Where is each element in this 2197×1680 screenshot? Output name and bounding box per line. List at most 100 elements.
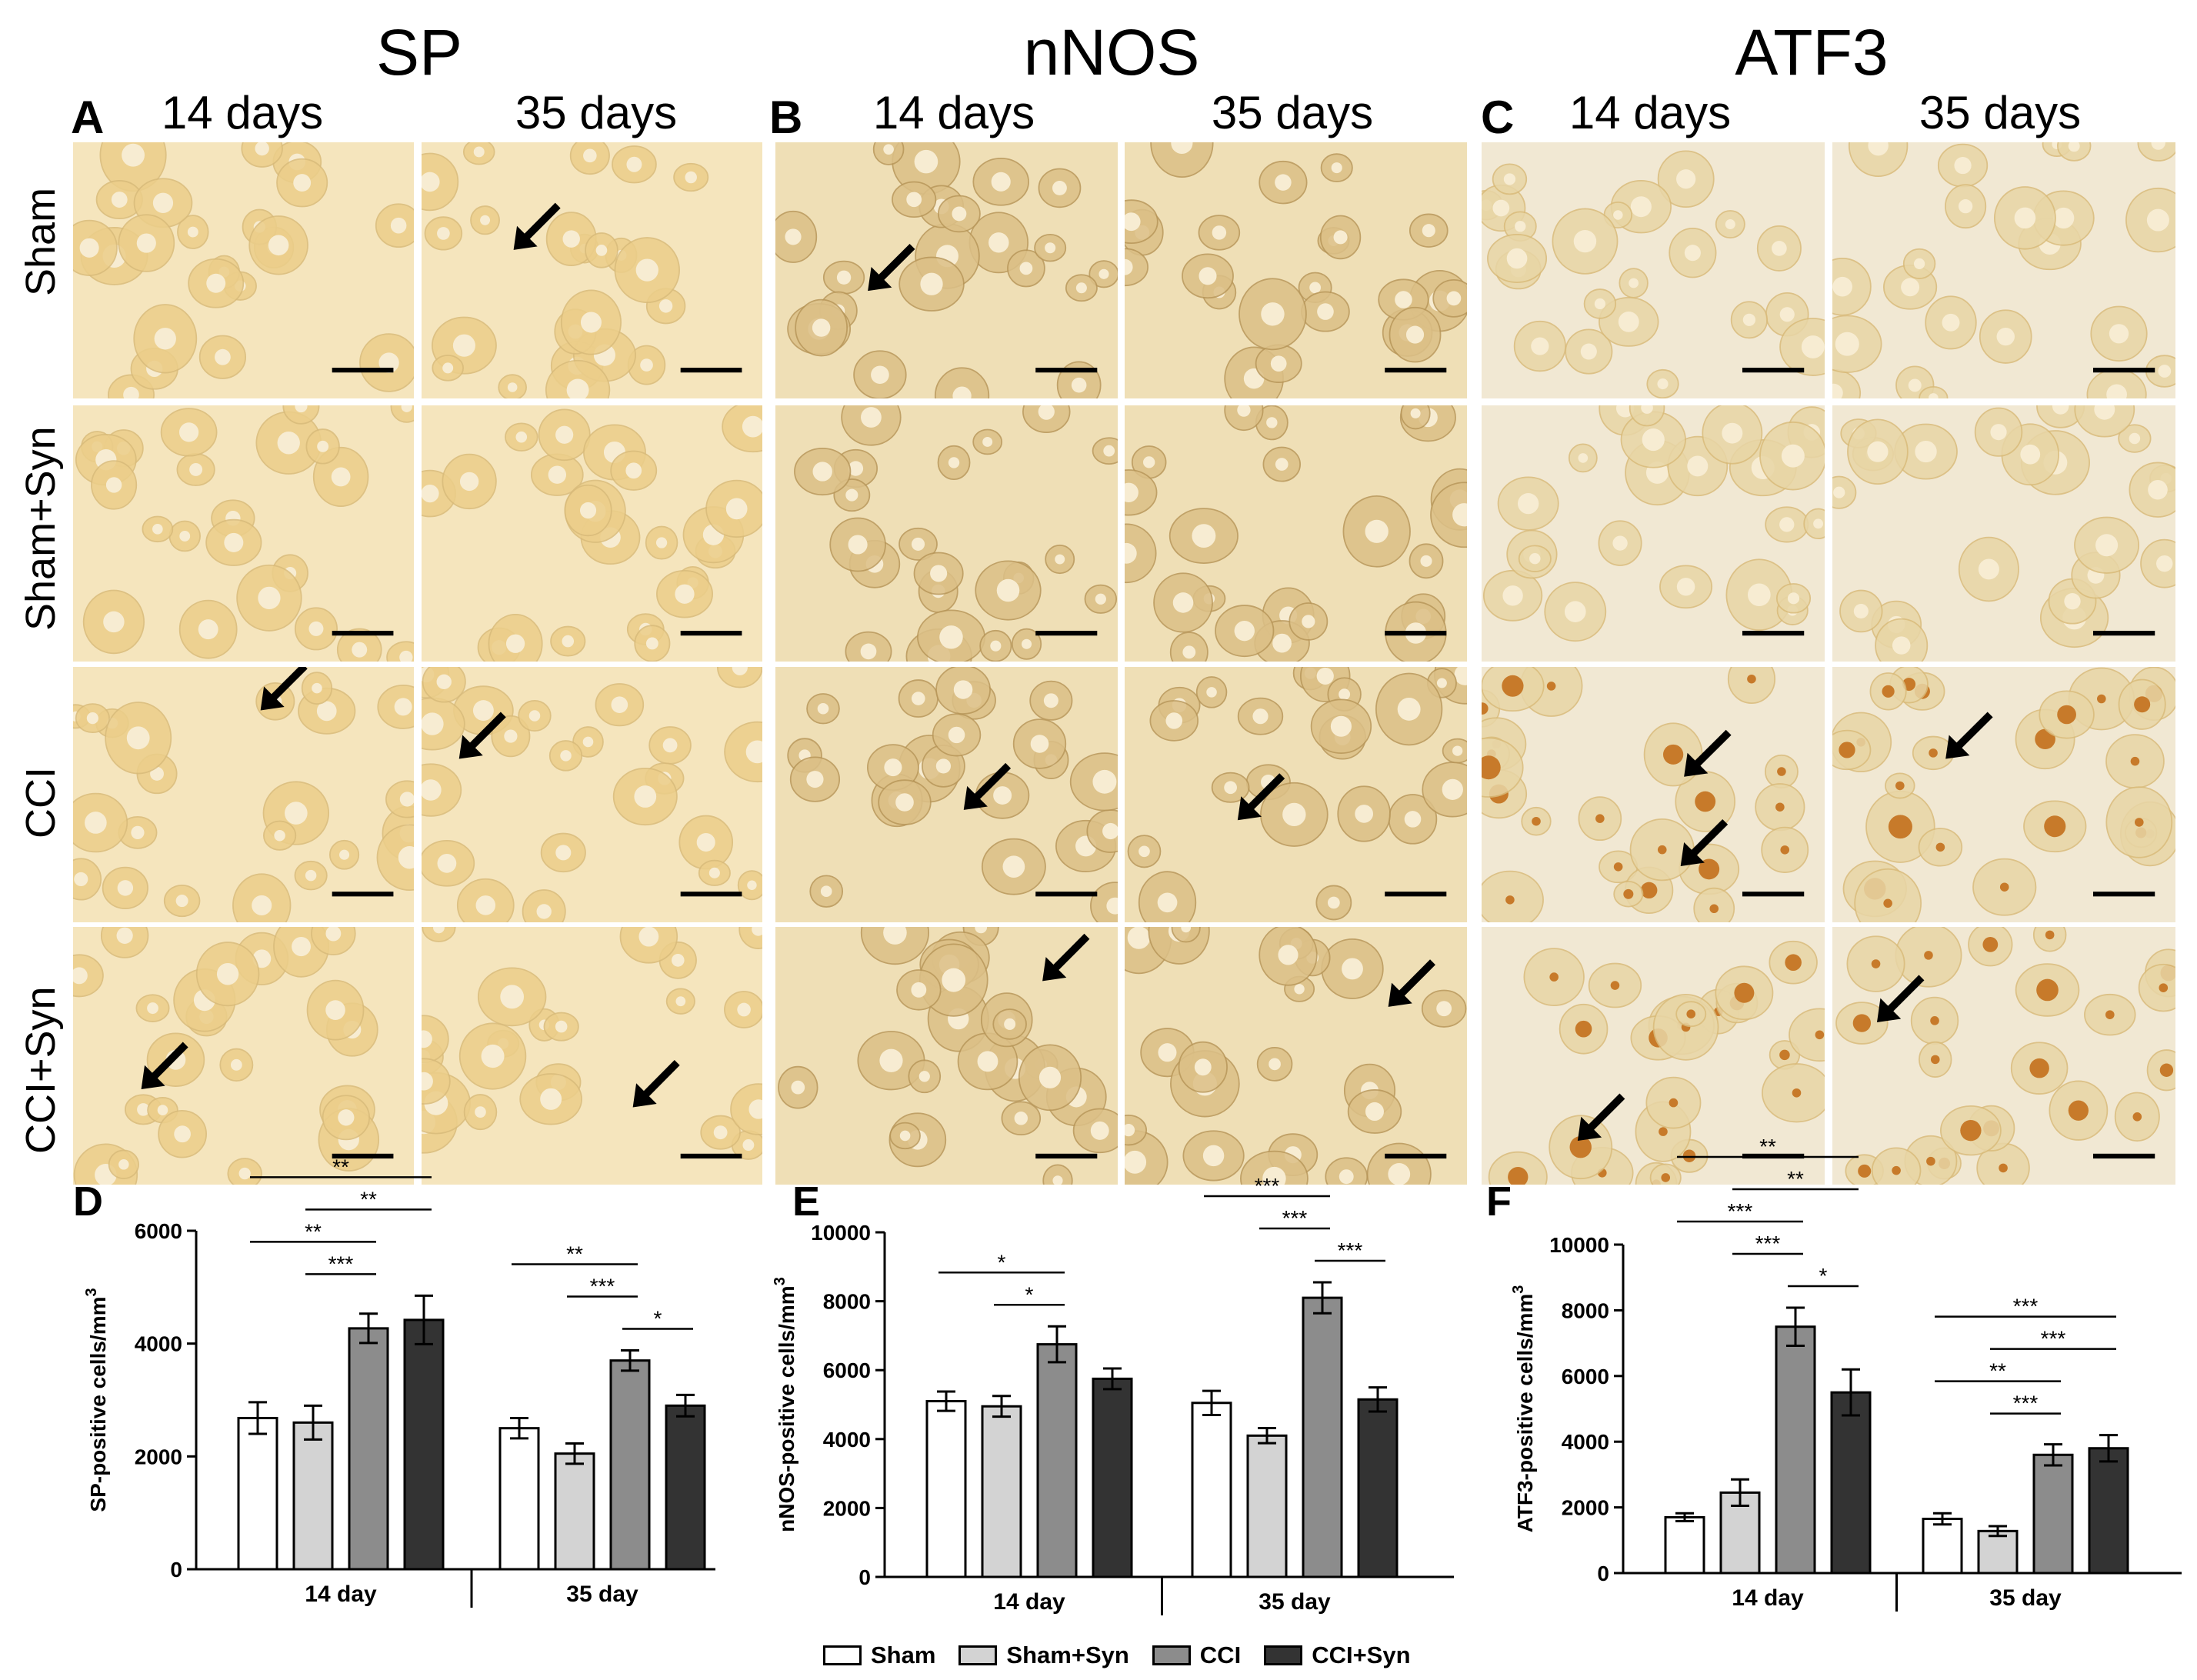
y-tick-label: 2000 xyxy=(823,1496,871,1520)
micrograph-nnos-35d-sham xyxy=(1125,142,1467,398)
arrow-icon xyxy=(513,202,561,250)
bar-sham-1 xyxy=(1191,1402,1232,1578)
significance-label: * xyxy=(654,1306,662,1330)
bar-sham-1 xyxy=(498,1427,540,1571)
y-tick-label: 6000 xyxy=(1562,1365,1609,1388)
micrograph-atf3-35d-sham xyxy=(1832,142,2175,398)
legend-label-sham: Sham xyxy=(871,1642,936,1668)
y-tick-label: 0 xyxy=(858,1565,871,1589)
scale-bar xyxy=(332,892,394,897)
chart-f: F 0 2000 4000 6000 8000 10000 ATF3-positive cel… xyxy=(1469,1135,2197,1638)
x-category-label: 14 day xyxy=(993,1589,1065,1615)
significance-label: *** xyxy=(1282,1206,1308,1230)
day-label-sp-14: 14 days xyxy=(161,87,324,138)
x-category-label: 14 day xyxy=(305,1582,377,1607)
scale-bar xyxy=(1742,631,1805,636)
micrograph-nnos-14d-sham-syn xyxy=(775,405,1118,662)
day-label-sp-35: 35 days xyxy=(515,87,678,138)
y-tick-label: 4000 xyxy=(135,1332,182,1356)
chart-legend: Sham Sham+Syn CCI CCI+Syn xyxy=(823,1638,1434,1672)
scale-bar xyxy=(1035,1153,1098,1159)
y-tick-label: 6000 xyxy=(135,1219,182,1243)
scale-bar xyxy=(2092,892,2155,897)
micrograph-sp-35d-cci xyxy=(422,667,762,922)
bar-cci-syn-1 xyxy=(2088,1447,2129,1575)
micrograph-nnos-35d-sham-syn xyxy=(1125,405,1467,662)
arrow-icon xyxy=(1042,933,1090,982)
scale-bar xyxy=(1385,368,1447,373)
significance-label: *** xyxy=(328,1252,354,1275)
legend-label-cci-syn: CCI+Syn xyxy=(1312,1642,1411,1668)
significance-label: ** xyxy=(1759,1135,1776,1158)
bar-cci-1 xyxy=(1302,1296,1343,1578)
arrow-icon xyxy=(1577,1093,1625,1142)
micrograph-sp-14d-cci-syn xyxy=(73,927,414,1185)
legend-swatch-cci xyxy=(1152,1645,1191,1665)
row-label-cci-syn: CCI+Syn xyxy=(18,986,64,1154)
micrograph-atf3-14d-cci-syn xyxy=(1482,927,1825,1185)
scale-bar xyxy=(1035,631,1098,636)
row-label-cci: CCI xyxy=(18,767,64,838)
micrograph-sp-14d-sham-syn xyxy=(73,405,414,662)
day-label-nnos-14: 14 days xyxy=(872,87,1035,138)
scale-bar xyxy=(680,631,742,636)
column-title-nnos: nNOS xyxy=(1023,16,1200,88)
micrograph-nnos-35d-cci-syn xyxy=(1125,927,1467,1185)
significance-label: *** xyxy=(1255,1174,1280,1198)
micrograph-nnos-35d-cci xyxy=(1125,667,1467,922)
chart-e: E 0 2000 4000 6000 8000 10000 nNOS-positive cel… xyxy=(731,1174,1469,1638)
bar-sham-syn-1 xyxy=(554,1452,595,1571)
legend-item-sham: Sham xyxy=(823,1642,935,1669)
y-tick-label: 8000 xyxy=(1562,1298,1609,1322)
legend-item-cci-syn: CCI+Syn xyxy=(1264,1642,1411,1669)
arrow-icon xyxy=(963,762,1012,810)
scale-bar xyxy=(1742,368,1805,373)
bar-sham-syn-0 xyxy=(981,1405,1022,1578)
arrow-icon xyxy=(458,712,506,759)
micrograph-sp-35d-sham-syn xyxy=(422,405,762,662)
column-title-sp: SP xyxy=(375,16,463,88)
arrow-icon xyxy=(141,1042,188,1090)
bar-cci-0 xyxy=(1036,1343,1078,1578)
significance-label: *** xyxy=(1755,1232,1781,1255)
day-label-atf3-35: 35 days xyxy=(1919,87,2082,138)
x-category-label: 35 day xyxy=(1259,1589,1331,1615)
y-tick-label: 8000 xyxy=(823,1290,871,1314)
arrow-icon xyxy=(868,243,915,292)
y-axis-label: ATF3-positive cells/mm3 xyxy=(1510,1285,1537,1533)
y-tick-label: 0 xyxy=(170,1558,182,1582)
micrograph-sp-35d-cci-syn xyxy=(422,927,762,1185)
y-tick-label: 2000 xyxy=(1562,1496,1609,1520)
legend-label-cci: CCI xyxy=(1199,1642,1242,1668)
micrograph-atf3-14d-sham-syn xyxy=(1482,405,1825,662)
panel-letter-d: D xyxy=(73,1178,103,1225)
significance-label: *** xyxy=(1728,1199,1753,1223)
chart-f-svg: F 0 2000 4000 6000 8000 10000 ATF3-positive cel… xyxy=(1486,1135,2182,1612)
micrograph-nnos-14d-sham xyxy=(775,142,1118,398)
bar-sham-0 xyxy=(237,1416,278,1571)
bar-cci-syn-1 xyxy=(1357,1398,1399,1578)
y-axis-label-sup: 3 xyxy=(1510,1285,1527,1294)
legend-swatch-sham xyxy=(823,1645,862,1665)
significance-label: ** xyxy=(1989,1359,2006,1383)
x-category-label: 14 day xyxy=(1732,1585,1804,1611)
bar-cci-0 xyxy=(1775,1325,1816,1575)
arrow-icon xyxy=(1680,818,1729,866)
arrow-icon xyxy=(1876,975,1925,1022)
bar-cci-syn-0 xyxy=(1830,1391,1872,1575)
column-title-atf3: ATF3 xyxy=(1735,16,1889,88)
arrow-icon xyxy=(1945,712,1993,759)
arrow-icon xyxy=(1237,773,1285,821)
bar-cci-0 xyxy=(348,1327,389,1571)
bar-cci-syn-0 xyxy=(403,1318,445,1571)
significance-label: ** xyxy=(332,1155,349,1178)
y-axis-label: nNOS-positive cells/mm3 xyxy=(772,1277,798,1532)
y-axis-label-sup: 3 xyxy=(83,1288,100,1296)
bar-cci-syn-0 xyxy=(1092,1377,1133,1578)
micrograph-atf3-14d-sham xyxy=(1482,142,1825,398)
significance-label: ** xyxy=(305,1219,322,1243)
scale-bar xyxy=(332,631,394,636)
micrograph-atf3-14d-cci xyxy=(1482,667,1825,922)
x-category-label: 35 day xyxy=(566,1582,638,1607)
scale-bar xyxy=(1035,368,1098,373)
